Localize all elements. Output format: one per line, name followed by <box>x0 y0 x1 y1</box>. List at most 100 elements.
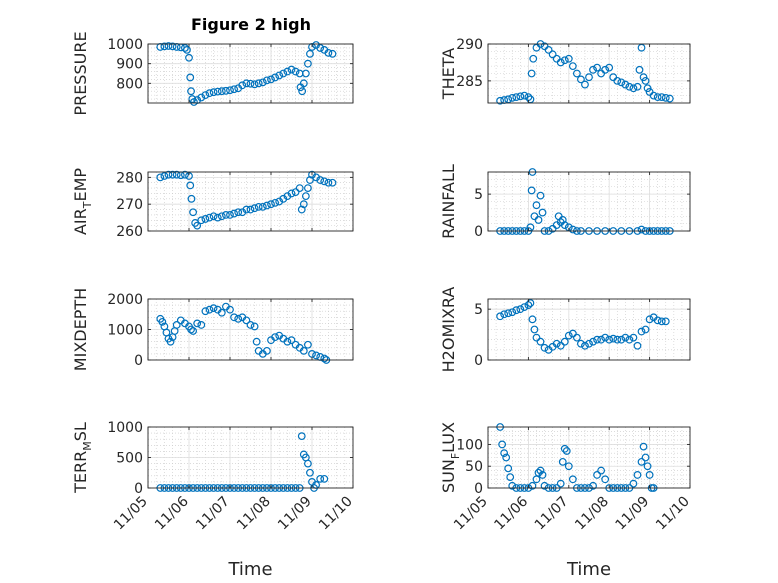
data-point <box>183 46 191 54</box>
data-point <box>635 65 644 74</box>
data-point <box>637 327 646 336</box>
data-point <box>621 333 630 342</box>
data-point <box>172 321 181 329</box>
data-point <box>558 457 567 466</box>
data-point <box>641 76 650 85</box>
subplot-rainfall: 0 5 RAINFALL <box>439 164 691 240</box>
data-point <box>242 79 251 88</box>
data-point <box>312 351 321 360</box>
data-point <box>496 312 505 321</box>
data-point <box>320 177 329 186</box>
data-point <box>226 305 234 314</box>
data-point <box>500 449 509 458</box>
data-point <box>639 73 648 82</box>
y-tick-label: 0 <box>474 224 483 240</box>
data-point <box>246 205 255 214</box>
data-point <box>657 317 666 326</box>
data-point <box>263 346 271 355</box>
data-point <box>168 42 177 51</box>
axes-box <box>147 43 354 104</box>
data-point <box>271 333 280 342</box>
data-point <box>512 93 521 101</box>
y-axis-label: RAINFALL <box>439 164 458 239</box>
axes-box <box>487 298 691 361</box>
data-point <box>639 442 648 451</box>
data-point <box>560 444 569 453</box>
data-point <box>328 49 337 58</box>
data-point <box>304 340 312 349</box>
data-point <box>254 202 263 211</box>
data-point <box>201 215 210 223</box>
data-point <box>217 87 226 96</box>
data-point <box>581 341 589 350</box>
y-tick-label: 5 <box>474 187 483 203</box>
data-point <box>189 327 198 335</box>
y-axis-label-subscript: T <box>81 201 94 209</box>
y-tick-label: 280 <box>116 170 143 186</box>
data-point <box>267 75 275 84</box>
data-point <box>540 481 549 490</box>
data-point <box>299 200 308 209</box>
data-point <box>324 178 333 187</box>
data-point <box>498 440 507 449</box>
data-point <box>625 82 634 91</box>
y-axis-label-part: LUX <box>439 422 458 453</box>
data-point <box>597 335 606 344</box>
data-point <box>593 63 601 72</box>
y-axis-label-part: AIR <box>71 208 90 235</box>
data-point <box>316 474 325 483</box>
data-point <box>548 50 557 59</box>
data-point <box>637 457 646 466</box>
data-point <box>250 80 259 89</box>
data-point <box>520 91 529 100</box>
data-point <box>287 189 296 198</box>
subplot-h2omixra: 0 5 H2OMIXRA <box>439 287 691 372</box>
plot-area <box>148 44 353 103</box>
data-point <box>589 337 597 346</box>
data-point <box>593 471 601 479</box>
data-point <box>568 329 577 338</box>
y-tick-label: 0 <box>474 481 483 497</box>
data-point <box>187 194 196 203</box>
y-tick-label: 2000 <box>107 292 143 308</box>
data-point <box>605 335 614 344</box>
data-point <box>649 91 658 100</box>
data-point <box>209 88 218 97</box>
data-point <box>180 170 189 179</box>
data-point <box>197 216 206 225</box>
data-point <box>536 337 545 346</box>
data-point <box>271 198 280 207</box>
y-tick-label: 100 <box>456 437 483 453</box>
data-point <box>508 481 517 490</box>
data-point <box>299 346 308 355</box>
data-point <box>301 69 310 78</box>
axes-box <box>487 426 691 489</box>
data-point <box>512 306 521 315</box>
data-point <box>538 471 547 479</box>
subplot-mixdepth: 0 1000 2000 MIXDEPTH <box>71 288 354 371</box>
y-tick-label: 1000 <box>107 37 143 53</box>
data-point <box>213 213 222 222</box>
data-point <box>534 216 543 224</box>
y-tick-label: 1000 <box>107 323 143 339</box>
y-tick-label: 0 <box>474 353 483 369</box>
data-point <box>526 299 535 307</box>
y-axis-label: SUNFLUX <box>439 422 462 493</box>
data-point <box>500 310 509 319</box>
y-tick-label: 1000 <box>107 420 143 436</box>
data-point <box>291 188 300 197</box>
data-point <box>532 201 541 210</box>
data-point <box>589 481 597 490</box>
data-point <box>238 81 247 90</box>
subplot-air-temp: 260 270 280 AIRTEMP <box>71 168 354 240</box>
data-point <box>538 208 547 217</box>
y-axis-label-part: SL <box>71 422 90 441</box>
data-point <box>585 339 593 348</box>
data-point <box>572 333 581 342</box>
data-point <box>641 325 650 334</box>
y-tick-label: 270 <box>116 197 143 213</box>
data-point <box>643 462 652 471</box>
data-point <box>242 205 251 214</box>
